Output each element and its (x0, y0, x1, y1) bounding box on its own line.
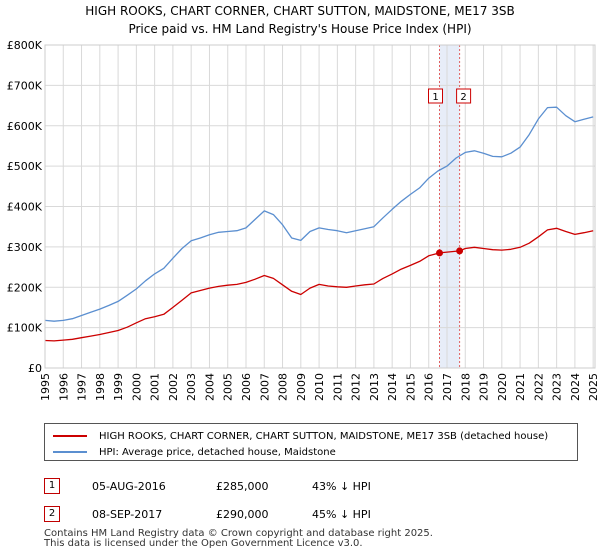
x-tick-label: 2011 (331, 373, 344, 401)
x-tick-label: 2014 (386, 373, 399, 401)
chart-title: HIGH ROOKS, CHART CORNER, CHART SUTTON, … (85, 4, 515, 18)
x-tick-label: 2001 (149, 373, 162, 401)
x-tick-label: 2021 (514, 373, 527, 401)
sale-hpi-diff: 45% ↓ HPI (312, 508, 371, 521)
x-tick-label: 2023 (551, 373, 564, 401)
x-tick-label: 2010 (313, 373, 326, 401)
x-tick-label: 2006 (240, 373, 253, 401)
legend-label-property: HIGH ROOKS, CHART CORNER, CHART SUTTON, … (99, 430, 549, 442)
x-tick-label: 2016 (423, 373, 436, 401)
sale-number-badge: 2 (44, 506, 60, 522)
footer-copyright: Contains HM Land Registry data © Crown c… (44, 528, 433, 539)
sale-date: 05-AUG-2016 (92, 480, 166, 493)
legend-item-hpi: HPI: Average price, detached house, Maid… (53, 445, 336, 459)
sale-point (436, 249, 444, 257)
sale-marker-box (428, 88, 444, 104)
x-tick-label: 2019 (478, 373, 491, 401)
sale-marker-label: 1 (432, 92, 438, 103)
x-tick-label: 1998 (94, 373, 107, 401)
x-tick-label: 2009 (295, 373, 308, 401)
x-tick-label: 2000 (130, 373, 143, 401)
x-tick-label: 2005 (222, 373, 235, 401)
sale-date: 08-SEP-2017 (92, 508, 163, 521)
hpi-line (44, 106, 594, 322)
footer: Contains HM Land Registry data © Crown c… (44, 529, 433, 549)
sale-marker-box (456, 88, 472, 104)
y-tick-label: £700K (7, 79, 43, 92)
sale-row: 2 08-SEP-2017 £290,000 45% ↓ HPI (44, 504, 584, 526)
y-tick-label: £200K (7, 281, 43, 294)
y-tick-label: £400K (7, 201, 43, 214)
legend-swatch-hpi (53, 451, 87, 453)
sale-point (456, 247, 464, 255)
x-tick-label: 2018 (459, 373, 472, 401)
price-chart: HIGH ROOKS, CHART CORNER, CHART SUTTON, … (7, 4, 600, 401)
legend: HIGH ROOKS, CHART CORNER, CHART SUTTON, … (44, 423, 578, 461)
sale-hpi-diff: 43% ↓ HPI (312, 480, 371, 493)
x-tick-label: 2013 (368, 373, 381, 401)
x-tick-label: 2004 (203, 373, 216, 401)
sale-marker-label: 2 (460, 92, 466, 103)
y-tick-label: £500K (7, 160, 43, 173)
footer-licence: This data is licensed under the Open Gov… (44, 538, 363, 549)
y-tick-label: £100K (7, 322, 43, 335)
x-tick-label: 2007 (258, 373, 271, 401)
y-tick-label: £800K (7, 39, 43, 52)
x-tick-label: 2017 (441, 373, 454, 401)
x-tick-label: 1999 (112, 373, 125, 401)
x-tick-label: 2002 (167, 373, 180, 401)
x-tick-label: 1997 (76, 373, 89, 401)
x-tick-label: 2012 (350, 373, 363, 401)
plot-frame (44, 44, 596, 369)
x-tick-label: 1995 (39, 373, 52, 401)
legend-item-property: HIGH ROOKS, CHART CORNER, CHART SUTTON, … (53, 429, 548, 443)
sale-price: £285,000 (216, 480, 269, 493)
property-price-line (44, 227, 594, 342)
y-tick-label: £0 (28, 362, 42, 375)
sale-price: £290,000 (216, 508, 269, 521)
legend-swatch-property (53, 435, 87, 437)
x-tick-label: 2022 (532, 373, 545, 401)
legend-label-hpi: HPI: Average price, detached house, Maid… (99, 446, 336, 458)
y-tick-label: £300K (7, 241, 43, 254)
sale-row: 1 05-AUG-2016 £285,000 43% ↓ HPI (44, 476, 584, 498)
x-tick-label: 2003 (185, 373, 198, 401)
x-tick-label: 1996 (57, 373, 70, 401)
x-tick-label: 2008 (277, 373, 290, 401)
chart-subtitle: Price paid vs. HM Land Registry's House … (128, 22, 471, 36)
x-tick-label: 2025 (587, 373, 600, 401)
x-tick-label: 2020 (496, 373, 509, 401)
y-tick-label: £600K (7, 120, 43, 133)
sale-number-badge: 1 (44, 478, 60, 494)
x-tick-label: 2024 (569, 373, 582, 401)
x-tick-label: 2015 (404, 373, 417, 401)
